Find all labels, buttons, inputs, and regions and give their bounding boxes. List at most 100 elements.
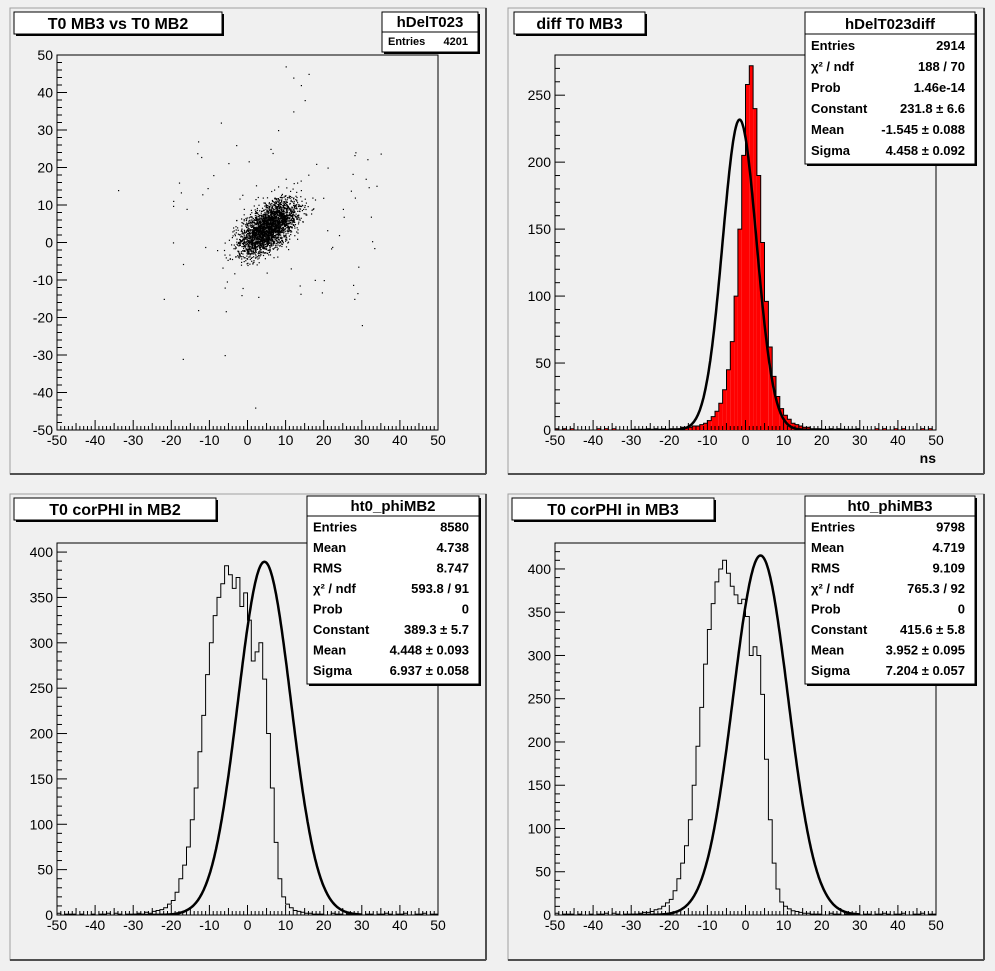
scatter-point	[276, 217, 278, 219]
scatter-point	[272, 216, 274, 218]
scatter-point	[225, 257, 227, 259]
scatter-point	[274, 208, 276, 210]
scatter-point	[278, 223, 280, 225]
scatter-point	[272, 223, 275, 225]
scatter-point	[271, 216, 273, 218]
scatter-point	[268, 226, 270, 228]
scatter-point	[251, 216, 253, 218]
scatter-point	[293, 220, 295, 222]
stats-value: 4.458 ± 0.092	[886, 143, 965, 158]
x-tick-label: 40	[890, 917, 906, 933]
scatter-point	[284, 224, 286, 226]
y-tick-label: -30	[33, 347, 53, 363]
scatter-point	[281, 240, 283, 242]
scatter-point	[241, 242, 243, 245]
scatter-point	[248, 244, 250, 246]
scatter-point	[282, 232, 285, 234]
scatter-point	[225, 311, 227, 313]
scatter-point	[269, 245, 271, 247]
scatter-point	[263, 238, 265, 240]
scatter-point	[258, 235, 260, 237]
scatter-point	[272, 220, 274, 222]
scatter-point	[294, 225, 296, 227]
histogram-bar	[756, 175, 761, 430]
x-tick-label: -30	[123, 432, 143, 448]
scatter-point	[238, 250, 240, 252]
scatter-point	[246, 258, 248, 260]
scatter-point	[297, 238, 299, 240]
scatter-point	[262, 218, 264, 220]
scatter-point	[253, 243, 255, 245]
scatter-point	[255, 254, 257, 256]
scatter-point	[304, 198, 306, 200]
scatter-point	[258, 245, 260, 247]
scatter-point	[263, 223, 265, 225]
scatter-point	[265, 228, 267, 230]
scatter-point	[300, 196, 302, 198]
scatter-point	[267, 240, 269, 242]
scatter-point	[293, 198, 295, 200]
scatter-point	[270, 244, 272, 246]
scatter-point	[265, 219, 267, 221]
scatter-point	[243, 232, 245, 234]
scatter-point	[266, 244, 268, 246]
scatter-point	[241, 229, 243, 231]
histogram-bar	[764, 301, 769, 430]
scatter-point	[205, 246, 207, 249]
scatter-point	[277, 221, 279, 223]
scatter-point	[257, 232, 259, 234]
scatter-point	[250, 257, 252, 259]
scatter-point	[258, 229, 260, 231]
scatter-point	[251, 219, 253, 221]
scatter-point	[258, 240, 260, 242]
scatter-point	[265, 248, 268, 251]
scatter-point	[249, 224, 251, 226]
scatter-point	[275, 226, 278, 229]
scatter-point	[261, 220, 263, 222]
scatter-point	[267, 210, 269, 212]
scatter-point	[241, 246, 243, 248]
scatter-point	[266, 244, 268, 247]
histogram-bar	[715, 411, 719, 430]
histogram-bar	[776, 396, 780, 430]
scatter-point	[267, 244, 269, 246]
scatter-point	[256, 209, 258, 211]
scatter-point	[260, 251, 262, 253]
scatter-point	[257, 216, 259, 218]
scatter-point	[284, 225, 286, 227]
scatter-point	[277, 256, 279, 258]
scatter-point	[259, 214, 261, 216]
scatter-point	[236, 241, 238, 243]
scatter-point	[254, 250, 256, 252]
scatter-point	[252, 238, 254, 240]
scatter-point	[263, 246, 265, 248]
scatter-point	[280, 234, 282, 236]
histogram-bar	[699, 424, 704, 430]
histogram-bar	[795, 424, 799, 430]
scatter-point	[272, 205, 274, 207]
scatter-point	[262, 240, 264, 242]
scatter-point	[274, 218, 276, 220]
scatter-point	[288, 212, 290, 214]
scatter-point	[262, 248, 264, 250]
scatter-point	[264, 227, 266, 229]
scatter-point	[241, 225, 243, 227]
scatter-point	[254, 227, 256, 229]
scatter-point	[257, 233, 259, 235]
scatter-point	[259, 242, 261, 244]
scatter-point	[255, 251, 257, 253]
scatter-point	[260, 231, 262, 233]
scatter-point	[354, 155, 356, 157]
scatter-point	[276, 229, 278, 231]
scatter-point	[231, 258, 234, 261]
scatter-point	[285, 218, 287, 220]
scatter-point	[259, 226, 261, 228]
scatter-point	[256, 264, 258, 266]
scatter-point	[262, 235, 264, 237]
scatter-point	[256, 215, 258, 217]
scatter-point	[263, 252, 265, 254]
scatter-point	[245, 244, 247, 246]
scatter-point	[289, 197, 291, 199]
y-tick-label: 100	[528, 820, 552, 836]
scatter-point	[266, 217, 268, 219]
